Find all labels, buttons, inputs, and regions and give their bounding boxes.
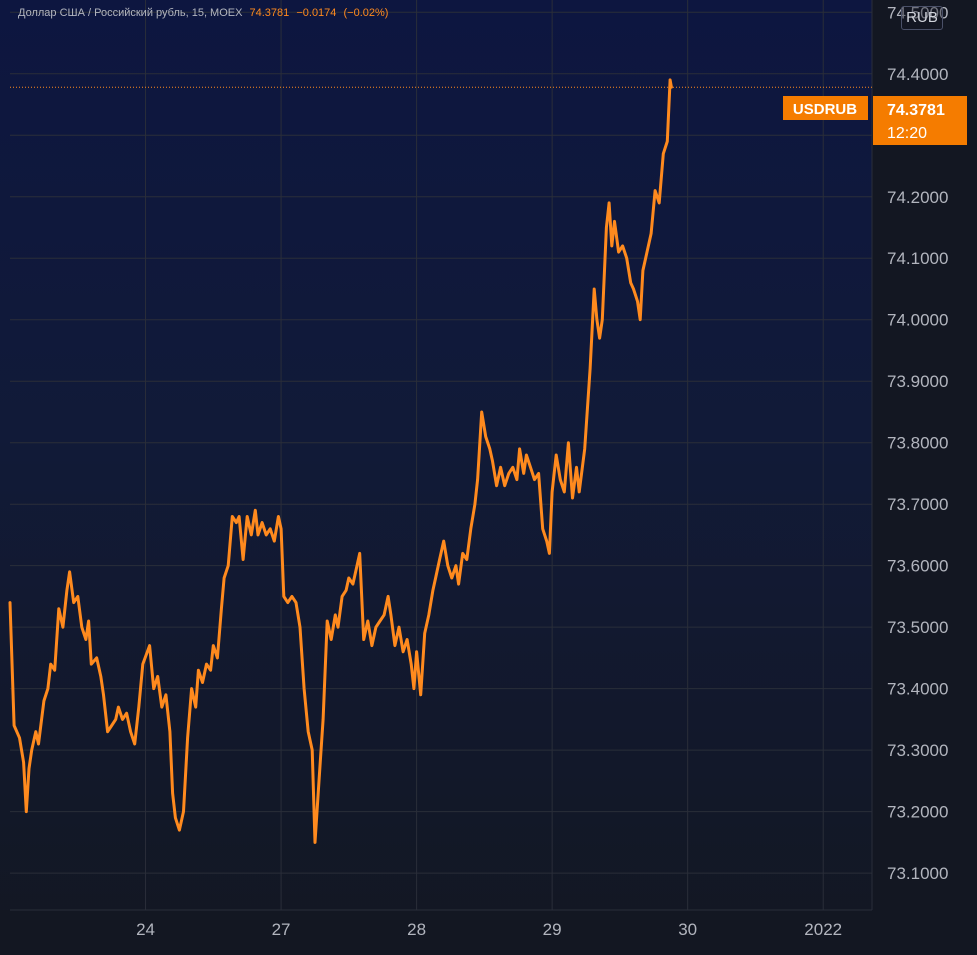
grid-lines: [10, 0, 872, 910]
price-tick-label: 73.7000: [887, 495, 948, 514]
time-tick-label: 30: [678, 920, 697, 939]
price-tick-label: 73.5000: [887, 618, 948, 637]
time-tick-label: 2022: [804, 920, 842, 939]
price-tick-label: 73.4000: [887, 680, 948, 699]
change-percent: (−0.02%): [343, 7, 389, 19]
time-axis-panel[interactable]: [0, 910, 977, 955]
last-price-value: 74.3781: [887, 102, 945, 119]
time-axis-labels: 24 27 28 29 30 2022: [136, 920, 842, 939]
price-tick-label: 73.3000: [887, 741, 948, 760]
bar-countdown: 12:20: [887, 125, 927, 142]
price-tick-label: 73.1000: [887, 864, 948, 883]
price-tick-label: 74.1000: [887, 249, 948, 268]
symbol-tag-label: USDRUB: [793, 101, 857, 118]
price-tick-label: 73.9000: [887, 372, 948, 391]
price-tick-label: 74.2000: [887, 188, 948, 207]
currency-button[interactable]: RUB: [901, 6, 943, 30]
symbol-tag: [783, 96, 868, 120]
price-tick-label: 73.2000: [887, 803, 948, 822]
price-tick-label: 73.8000: [887, 434, 948, 453]
price-series-line: [8, 78, 673, 844]
time-tick-label: 24: [136, 920, 155, 939]
last-price-tag: [873, 96, 967, 145]
price-tick-label: 74.4000: [887, 65, 948, 84]
symbol-description: Доллар США / Российский рубль, 15, MOEX: [18, 7, 243, 19]
time-tick-label: 29: [543, 920, 562, 939]
time-tick-label: 28: [407, 920, 426, 939]
price-axis-panel[interactable]: [872, 0, 977, 955]
legend-header[interactable]: Доллар США / Российский рубль, 15, MOEX …: [18, 7, 388, 19]
price-tick-label: 74.0000: [887, 311, 948, 330]
change-value: −0.0174: [296, 7, 337, 19]
last-value: 74.3781: [249, 7, 290, 19]
price-tick-label: 73.6000: [887, 557, 948, 576]
time-tick-label: 27: [272, 920, 291, 939]
